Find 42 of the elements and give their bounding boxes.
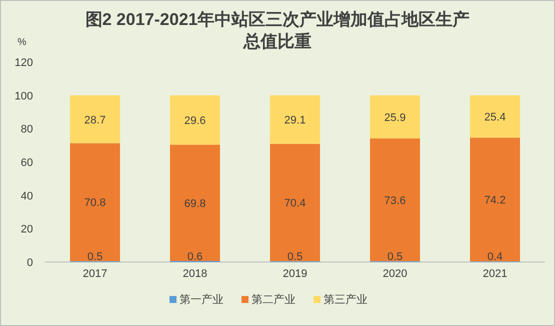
bar (170, 95, 220, 145)
x-tick-label: 2017 (82, 268, 108, 280)
data-label: 25.9 (384, 112, 406, 124)
data-label: 69.8 (184, 198, 206, 210)
data-label: 73.6 (384, 194, 406, 207)
data-label: 74.2 (484, 194, 506, 206)
bar (70, 143, 120, 262)
legend-label: 第三产业 (324, 293, 368, 306)
data-label: 70.4 (284, 198, 306, 210)
data-label: 0.5 (387, 251, 403, 263)
bar (270, 144, 320, 262)
y-tick-label: 100 (14, 90, 33, 102)
data-label: 0.4 (487, 251, 503, 263)
data-label: 0.5 (287, 251, 303, 263)
title: 图2 2017-2021年中站区三次产业增加值占地区生产总值比重 (85, 10, 470, 51)
bar (470, 95, 520, 138)
bar (270, 95, 320, 144)
bar (370, 138, 420, 262)
y-tick-label: 60 (20, 157, 33, 169)
x-tick-label: 2020 (382, 268, 408, 280)
data-label: 29.1 (284, 114, 306, 127)
y-tick-label: 80 (20, 124, 33, 136)
data-label: 0.6 (187, 251, 203, 263)
y-tick-label: 0 (26, 257, 33, 269)
legend-label: 第二产业 (252, 293, 296, 306)
data-label: 28.7 (84, 114, 106, 126)
bar (70, 95, 120, 144)
x-tick-label: 2019 (282, 268, 308, 280)
bar (170, 144, 220, 261)
data-label: 29.6 (184, 115, 206, 127)
data-label: 0.5 (87, 251, 103, 263)
x-tick-label: 2018 (182, 268, 208, 280)
x-tick-label: 2021 (482, 268, 508, 280)
y-tick-label: 40 (20, 190, 33, 202)
data-label: 70.8 (84, 197, 106, 210)
y-tick-label: 20 (20, 224, 33, 236)
bar (370, 95, 420, 138)
data-label: 25.4 (484, 112, 506, 124)
bar (470, 138, 520, 262)
y-tick-label: 120 (14, 57, 33, 69)
y-axis-title: % (18, 37, 27, 48)
legend-label: 第一产业 (180, 293, 224, 306)
